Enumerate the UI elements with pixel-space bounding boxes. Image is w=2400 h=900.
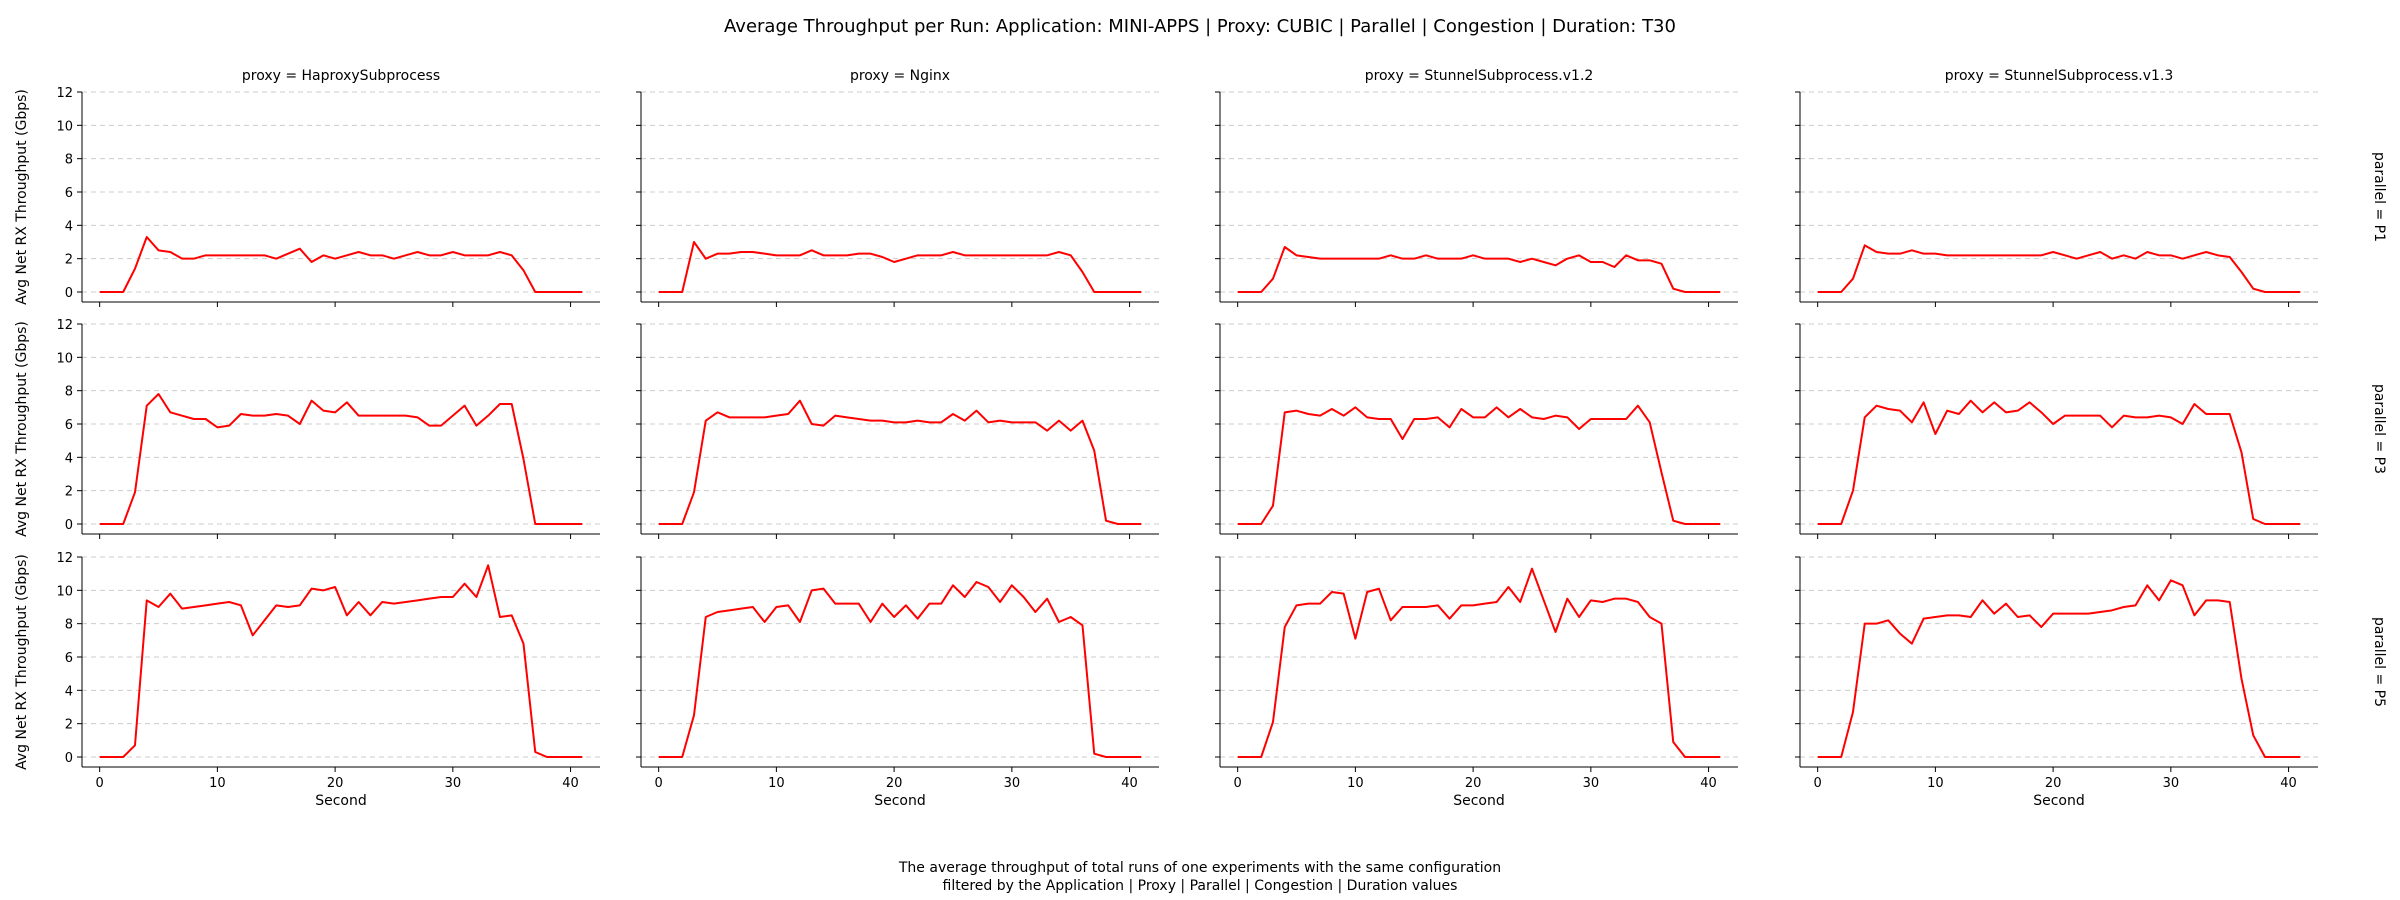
y-tick-label: 6 [65, 186, 73, 201]
x-axis-label: Second [1453, 793, 1505, 809]
panel-grid: 0 2 4 6 8 10 12 proxy = HaproxySubprocess Avg Ne… [14, 68, 2387, 809]
chart-caption-line-2: filtered by the Application | Proxy | Pa… [943, 878, 1458, 894]
x-tick-label: 0 [1814, 776, 1822, 791]
y-tick-label: 2 [65, 485, 73, 500]
series-line [658, 241, 1142, 293]
x-tick-label: 0 [1234, 776, 1242, 791]
y-tick-label: 10 [56, 119, 73, 134]
column-title: proxy = StunnelSubprocess.v1.2 [1365, 68, 1594, 84]
x-tick-label: 40 [2280, 776, 2297, 791]
series-line [1237, 567, 1721, 758]
y-tick-label: 0 [65, 518, 73, 533]
y-tick-label: 10 [56, 584, 73, 599]
column-title: proxy = HaproxySubprocess [242, 68, 440, 84]
series-line [99, 564, 583, 758]
x-tick-label: 40 [1121, 776, 1138, 791]
y-tick-label: 6 [65, 651, 73, 666]
y-tick-label: 6 [65, 418, 73, 433]
series-line [1817, 399, 2301, 525]
y-tick-label: 4 [65, 684, 73, 699]
y-axis-label: Avg Net RX Throughput (Gbps) [14, 554, 30, 770]
series-line [1817, 244, 2301, 293]
series-line [1237, 404, 1721, 525]
x-tick-label: 40 [1700, 776, 1717, 791]
column-title: proxy = StunnelSubprocess.v1.3 [1945, 68, 2174, 84]
x-tick-label: 20 [327, 776, 344, 791]
x-tick-label: 10 [768, 776, 785, 791]
row-label: parallel = P1 [2371, 152, 2387, 242]
chart-caption-line-1: The average throughput of total runs of … [898, 860, 1501, 876]
x-tick-label: 10 [1347, 776, 1364, 791]
series-line [658, 399, 1142, 525]
x-tick-label: 30 [1583, 776, 1600, 791]
series-line [99, 393, 583, 525]
x-tick-label: 0 [96, 776, 104, 791]
y-tick-label: 8 [65, 385, 73, 400]
x-tick-label: 30 [1004, 776, 1021, 791]
y-tick-label: 12 [56, 551, 73, 566]
y-axis-label: Avg Net RX Throughput (Gbps) [14, 89, 30, 305]
chart-title: Average Throughput per Run: Application:… [724, 16, 1676, 37]
row-label: parallel = P3 [2371, 384, 2387, 474]
series-line [1237, 246, 1721, 293]
y-tick-label: 4 [65, 219, 73, 234]
x-axis-label: Second [2033, 793, 2085, 809]
y-tick-label: 10 [56, 351, 73, 366]
x-tick-label: 20 [886, 776, 903, 791]
y-tick-label: 4 [65, 451, 73, 466]
x-tick-label: 30 [2163, 776, 2180, 791]
x-tick-label: 20 [1465, 776, 1482, 791]
x-tick-label: 10 [1927, 776, 1944, 791]
y-axis-label: Avg Net RX Throughput (Gbps) [14, 321, 30, 537]
x-tick-label: 40 [562, 776, 579, 791]
row-label: parallel = P5 [2371, 617, 2387, 707]
x-axis-label: Second [315, 793, 367, 809]
series-line [658, 581, 1142, 758]
x-tick-label: 30 [445, 776, 462, 791]
y-tick-label: 8 [65, 618, 73, 633]
column-title: proxy = Nginx [850, 68, 950, 84]
y-tick-label: 12 [56, 86, 73, 101]
x-axis-label: Second [874, 793, 926, 809]
series-line [99, 236, 583, 293]
y-tick-label: 12 [56, 318, 73, 333]
y-tick-label: 0 [65, 751, 73, 766]
y-tick-label: 2 [65, 718, 73, 733]
x-tick-label: 20 [2045, 776, 2062, 791]
y-tick-label: 2 [65, 253, 73, 268]
y-tick-label: 0 [65, 286, 73, 301]
x-tick-label: 10 [209, 776, 226, 791]
series-line [1817, 579, 2301, 758]
x-tick-label: 0 [655, 776, 663, 791]
y-tick-label: 8 [65, 153, 73, 168]
